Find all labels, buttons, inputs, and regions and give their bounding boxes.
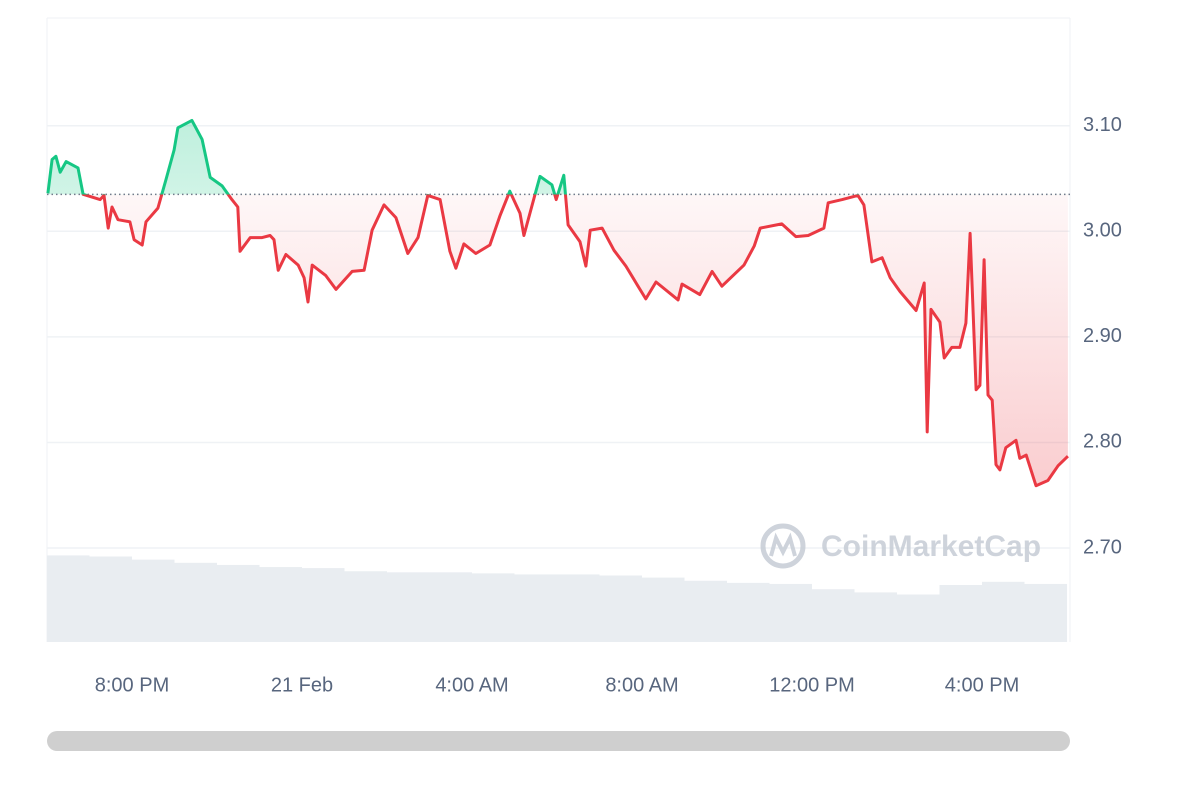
volume-bar bbox=[854, 592, 898, 642]
volume-bar bbox=[387, 572, 430, 642]
background-layer bbox=[46, 17, 1071, 642]
volume-bar bbox=[514, 574, 558, 642]
volume-bar bbox=[472, 573, 515, 642]
x-tick-label: 12:00 PM bbox=[769, 674, 855, 696]
volume-bar bbox=[89, 556, 133, 642]
x-tick-label: 4:00 PM bbox=[945, 674, 1019, 696]
scrollbar[interactable] bbox=[47, 731, 1070, 751]
volume-bar bbox=[897, 594, 940, 642]
volume-bar bbox=[727, 582, 770, 642]
x-tick-label: 8:00 AM bbox=[605, 674, 678, 696]
y-tick-label: 2.90 bbox=[1083, 325, 1122, 347]
y-tick-label: 3.00 bbox=[1083, 220, 1122, 242]
volume-bar bbox=[599, 575, 643, 642]
price-area bbox=[47, 120, 1068, 486]
data-layer: 2.70 2.80 2.90 3.00 3.10 8:00 PM 21 Feb 4:00 AM… bbox=[46, 114, 1122, 696]
x-tick-label: 4:00 AM bbox=[435, 674, 508, 696]
volume-bar bbox=[344, 571, 388, 642]
watermark-logo bbox=[760, 523, 806, 569]
volume-bar bbox=[684, 580, 728, 642]
volume-bar bbox=[47, 555, 90, 642]
volume-bar bbox=[939, 584, 983, 642]
volume-bar bbox=[217, 564, 260, 642]
volume-bar bbox=[769, 583, 813, 642]
volume-bar bbox=[557, 574, 600, 642]
volume-bar bbox=[1024, 583, 1068, 642]
x-tick-label: 21 Feb bbox=[271, 674, 333, 696]
volume-bar bbox=[429, 572, 473, 642]
volume-bar bbox=[174, 562, 218, 642]
volume-bar bbox=[642, 577, 685, 642]
volume-bar bbox=[302, 568, 345, 642]
watermark-logo-mark bbox=[769, 532, 797, 557]
volume-bar bbox=[982, 581, 1025, 642]
y-tick-label: 2.80 bbox=[1083, 431, 1122, 453]
x-tick-label: 8:00 PM bbox=[95, 674, 169, 696]
volume-bar bbox=[259, 567, 303, 642]
y-tick-label: 3.10 bbox=[1083, 114, 1122, 136]
y-tick-label: 2.70 bbox=[1083, 536, 1122, 558]
watermark-text: CoinMarketCap bbox=[821, 530, 1041, 563]
volume-bar bbox=[132, 559, 175, 642]
price-line bbox=[46, 118, 1069, 488]
watermark: CoinMarketCap bbox=[760, 523, 1041, 569]
volume-bar bbox=[812, 589, 855, 642]
